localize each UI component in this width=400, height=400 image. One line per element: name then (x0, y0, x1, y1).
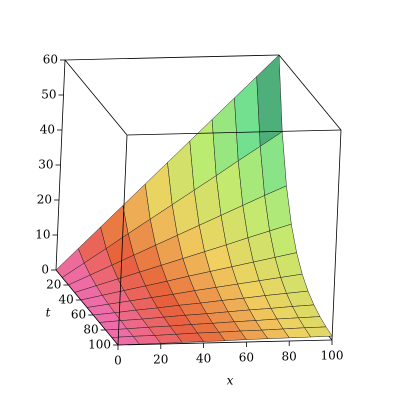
t-tick-label: 60 (71, 308, 86, 322)
z-tick-label: 40 (40, 123, 55, 137)
surface-patch (256, 54, 283, 147)
box-edge (117, 134, 128, 346)
box-edge (55, 269, 119, 346)
z-tick-label: 60 (43, 53, 58, 67)
z-tick-label: 20 (37, 193, 52, 207)
x-tick-label: 40 (196, 352, 211, 366)
t-tick-label: 40 (59, 293, 74, 307)
box-edge (126, 129, 342, 136)
z-tick-label: 0 (41, 263, 49, 277)
z-tick-label: 50 (41, 88, 56, 102)
box-edge (64, 59, 128, 136)
t-tick-label: 80 (83, 323, 98, 337)
z-tick-label: 10 (35, 228, 50, 242)
x-tick-label: 0 (114, 354, 122, 368)
x-tick-label: 100 (321, 349, 344, 363)
x-tick-label: 20 (153, 353, 168, 367)
box-edge (64, 54, 280, 61)
surface-patch (234, 75, 261, 162)
t-tick-label: 20 (46, 278, 61, 292)
z-tick-label: 30 (38, 158, 53, 172)
x-tick-label: 80 (282, 350, 297, 364)
t-tick-label: 100 (88, 338, 111, 352)
box-edge (331, 129, 342, 341)
box-edge (117, 339, 333, 346)
t-axis-label: t (46, 306, 51, 320)
box-edge (278, 54, 342, 131)
x-axis-label: x (227, 374, 234, 388)
x-tick-label: 60 (239, 351, 254, 365)
